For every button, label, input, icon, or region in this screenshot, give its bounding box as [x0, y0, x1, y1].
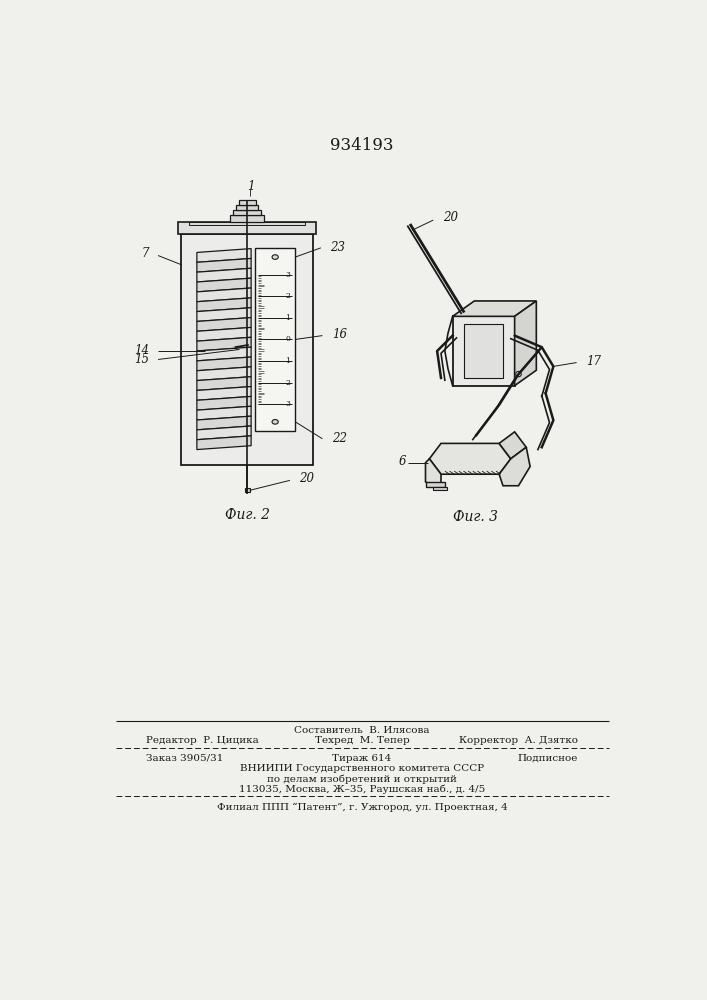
Text: 16: 16: [332, 328, 346, 341]
Text: 15: 15: [134, 353, 149, 366]
Bar: [182, 234, 313, 465]
Polygon shape: [197, 268, 251, 282]
Polygon shape: [197, 249, 251, 262]
Text: 2: 2: [285, 379, 290, 387]
Text: 934193: 934193: [330, 137, 394, 154]
Text: ВНИИПИ Государственного комитета СССР: ВНИИПИ Государственного комитета СССР: [240, 764, 484, 773]
Text: Подписное: Подписное: [518, 754, 578, 763]
Polygon shape: [452, 301, 537, 316]
Text: 23: 23: [330, 241, 345, 254]
Text: Редактор  Р. Цицика: Редактор Р. Цицика: [146, 736, 259, 745]
Polygon shape: [499, 447, 530, 486]
Text: 3: 3: [285, 400, 290, 408]
Polygon shape: [197, 426, 251, 440]
Polygon shape: [197, 377, 251, 390]
Text: Заказ 3905/31: Заказ 3905/31: [146, 754, 224, 763]
Polygon shape: [515, 301, 537, 386]
Bar: [245, 488, 250, 492]
Bar: [230, 215, 264, 222]
Bar: [426, 482, 445, 487]
Polygon shape: [426, 459, 441, 490]
Polygon shape: [197, 416, 251, 430]
Text: Фиг. 3: Фиг. 3: [453, 510, 498, 524]
Text: 14: 14: [134, 344, 149, 358]
Polygon shape: [197, 347, 251, 361]
Bar: [464, 324, 503, 378]
Text: 3: 3: [285, 271, 290, 279]
Text: Техред  М. Тепер: Техред М. Тепер: [315, 736, 409, 745]
Polygon shape: [197, 337, 251, 351]
Bar: [239, 200, 256, 205]
Circle shape: [516, 371, 521, 377]
Text: по делам изобретений и открытий: по делам изобретений и открытий: [267, 774, 457, 784]
Text: 22: 22: [332, 432, 346, 445]
Bar: [233, 210, 261, 215]
Text: 1: 1: [285, 357, 290, 365]
Ellipse shape: [272, 255, 279, 259]
Text: 0: 0: [285, 335, 290, 343]
Ellipse shape: [272, 420, 279, 424]
Text: 1: 1: [285, 314, 290, 322]
Bar: [433, 487, 448, 490]
Polygon shape: [197, 288, 251, 302]
Text: 20: 20: [443, 211, 457, 224]
Bar: [452, 316, 515, 386]
Polygon shape: [429, 443, 510, 474]
Text: 113035, Москва, Ж–35, Раушская наб., д. 4/5: 113035, Москва, Ж–35, Раушская наб., д. …: [239, 785, 485, 794]
Text: Составитель  В. Илясова: Составитель В. Илясова: [294, 726, 430, 735]
Polygon shape: [499, 432, 526, 459]
Polygon shape: [197, 258, 251, 272]
Polygon shape: [197, 298, 251, 312]
Text: Тираж 614: Тираж 614: [332, 754, 392, 763]
Polygon shape: [197, 308, 251, 321]
Text: 6: 6: [399, 455, 406, 468]
Text: 1: 1: [247, 180, 255, 193]
Polygon shape: [197, 278, 251, 292]
Text: 7: 7: [141, 247, 149, 260]
Polygon shape: [197, 436, 251, 450]
Polygon shape: [197, 318, 251, 331]
Text: 2: 2: [285, 292, 290, 300]
Bar: [178, 222, 316, 234]
Bar: [255, 248, 296, 431]
Text: 17: 17: [586, 355, 601, 368]
Bar: [236, 205, 258, 210]
Polygon shape: [197, 406, 251, 420]
Text: Корректор  А. Дзятко: Корректор А. Дзятко: [459, 736, 578, 745]
Text: 20: 20: [299, 472, 314, 485]
Polygon shape: [197, 327, 251, 341]
Bar: [189, 222, 305, 225]
Text: Филиал ППП “Патент”, г. Ужгород, ул. Проектная, 4: Филиал ППП “Патент”, г. Ужгород, ул. Про…: [216, 802, 508, 812]
Polygon shape: [197, 387, 251, 400]
Polygon shape: [197, 396, 251, 410]
Polygon shape: [197, 357, 251, 371]
Text: Фиг. 2: Фиг. 2: [225, 508, 270, 522]
Polygon shape: [197, 367, 251, 381]
